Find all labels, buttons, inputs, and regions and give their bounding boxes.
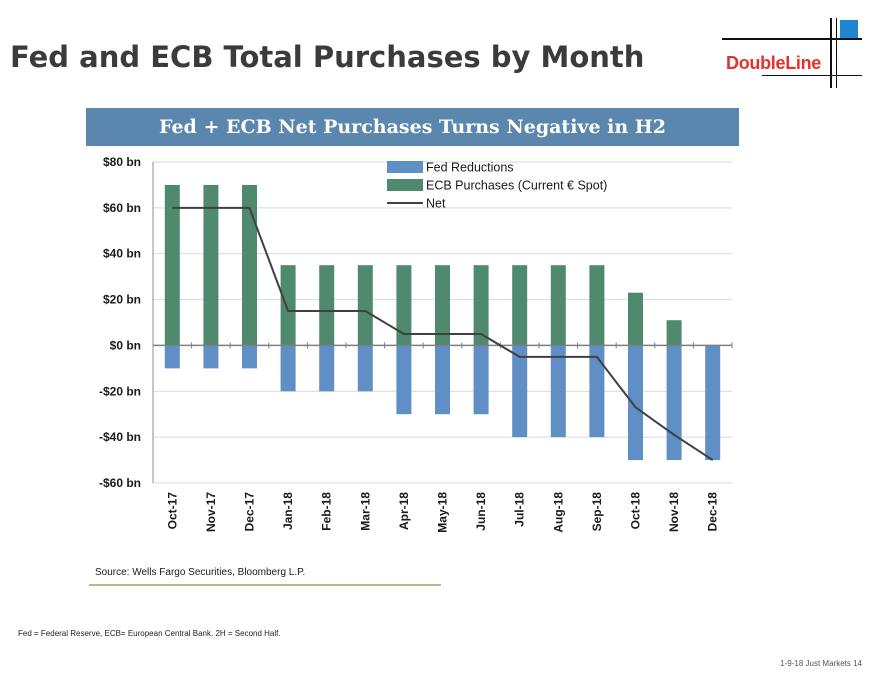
ecb-bar [473,265,489,346]
y-tick-label: -$40 bn [99,430,141,444]
ecb-bar [396,265,412,346]
fed-bar [666,345,682,461]
ecb-bar [357,265,373,346]
legend-swatch-fed [387,161,423,173]
ecb-bar [512,265,528,346]
x-tick-label: Nov-17 [204,492,218,532]
net-line [172,206,714,461]
x-tick-label: Dec-17 [243,492,257,532]
logo-rule-left [830,18,832,88]
x-tick-label: Apr-18 [397,492,411,530]
fed-bar [628,345,643,461]
x-tick-label: Feb-18 [320,492,334,531]
ecb-bar [164,184,180,346]
page-footer: 1-9-18 Just Markets 14 [780,659,862,668]
logo-rule-right [836,18,837,88]
y-tick-label: $20 bn [103,293,141,307]
x-tick-label: Jan-18 [281,492,295,530]
ecb-bar [242,184,257,346]
x-tick-label: May-18 [436,492,450,533]
fed-bar [280,345,296,392]
legend-label: Fed Reductions [426,161,514,175]
fed-bar [705,345,721,461]
ecb-bar [550,265,566,346]
fed-bar [164,345,180,369]
y-tick-label: $60 bn [103,201,141,215]
legend: Fed Reductions ECB Purchases (Current € S… [387,161,607,211]
footnote: Fed = Federal Reserve, ECB= European Cen… [18,629,281,638]
slide-title: Fed and ECB Total Purchases by Month [10,40,645,74]
ecb-bar [319,265,335,346]
source-rule [89,584,441,586]
ecb-bar [435,265,450,346]
zero-axis [152,342,733,349]
logo-rule-top [722,38,862,40]
y-tick-label: $80 bn [103,155,141,169]
ecb-bar [203,184,219,346]
doubleline-logo: DoubleLine [722,18,862,88]
y-tick-label: -$60 bn [99,476,141,490]
ecb-bar [628,292,643,346]
y-axis: $80 bn $60 bn $40 bn $20 bn $0 bn -$20 bn -$40… [99,155,154,490]
x-tick-label: Sep-18 [590,492,604,532]
bars [164,184,721,461]
y-tick-label: -$20 bn [99,384,141,398]
x-tick-label: Nov-18 [667,492,681,532]
ecb-bar [280,265,296,346]
fed-bar [242,345,257,369]
logo-square [840,20,858,38]
x-axis: Oct-17 Nov-17 Dec-17 Jan-18 Feb-18 Mar-18 Apr-… [165,492,719,533]
x-tick-label: Oct-17 [165,492,179,530]
legend-label: Net [426,197,446,211]
ecb-bar [666,320,682,346]
fed-bar [435,345,450,415]
fed-bar [473,345,489,415]
legend-swatch-ecb [387,179,423,191]
fed-bar [357,345,373,392]
ecb-bar [589,265,605,346]
logo-rule-bottom [762,75,862,76]
x-tick-label: Aug-18 [551,492,565,533]
legend-label: ECB Purchases (Current € Spot) [426,179,607,193]
x-tick-label: Mar-18 [358,492,372,531]
net-line-group [172,206,714,461]
fed-bar [203,345,219,369]
chart-source: Source: Wells Fargo Securities, Bloomber… [95,567,306,578]
y-tick-label: $0 bn [110,338,141,352]
chart-title-banner: Fed + ECB Net Purchases Turns Negative i… [86,108,739,146]
logo-text: DoubleLine [726,53,821,73]
fed-bar [589,345,605,438]
x-tick-label: Oct-18 [629,492,643,530]
fed-bar [396,345,412,415]
x-tick-label: Jun-18 [474,492,488,531]
x-tick-label: Dec-18 [706,492,720,532]
fed-bar [512,345,528,438]
x-tick-label: Jul-18 [513,492,527,527]
fed-bar [550,345,566,438]
fed-bar [319,345,335,392]
y-tick-label: $40 bn [103,247,141,261]
